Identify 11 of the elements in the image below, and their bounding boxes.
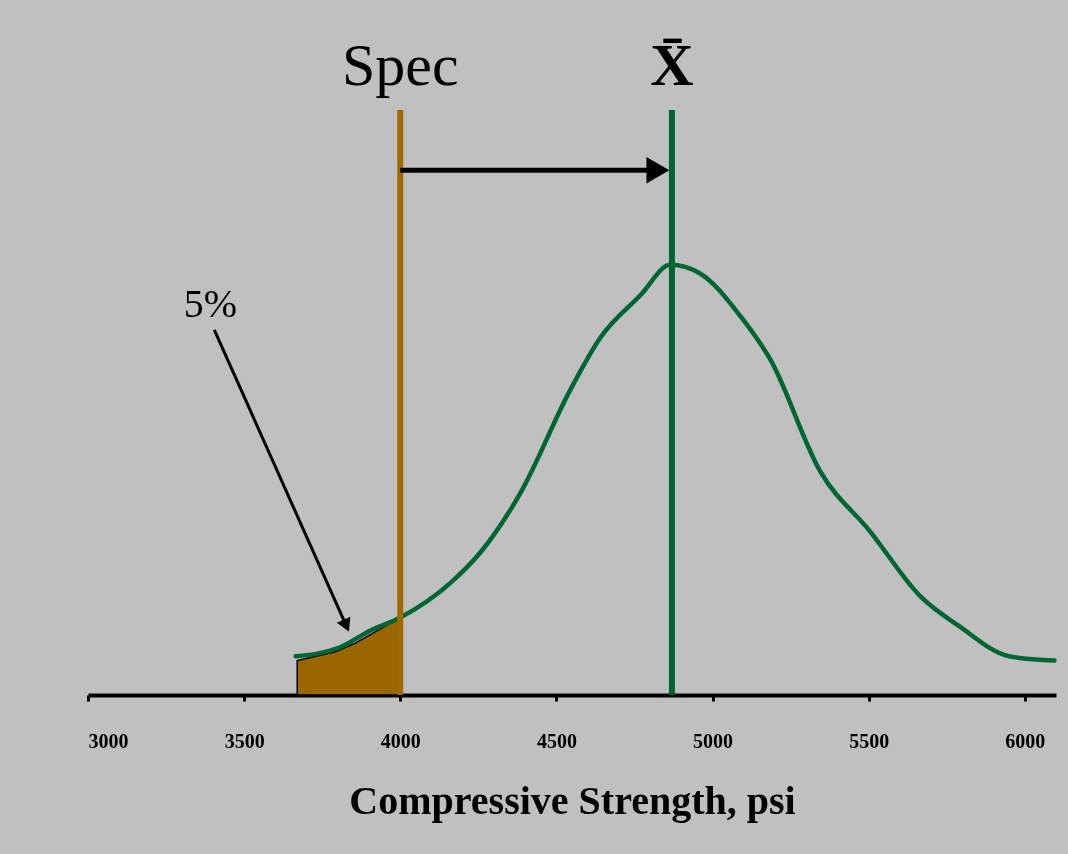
x-tick-label: 3000 (88, 729, 129, 752)
ref-line-label: Spec (341, 32, 459, 98)
x-tick-label: 5000 (693, 729, 734, 752)
x-tick-label: 4500 (536, 729, 577, 752)
x-tick-label: 3500 (224, 729, 265, 752)
x-tick-label: 6000 (1005, 729, 1046, 752)
x-tick-label: 5500 (849, 729, 890, 752)
annotation: 5% (183, 280, 237, 326)
x-axis-title: Compressive Strength, psi (349, 777, 796, 823)
x-tick-label: 4000 (380, 729, 421, 752)
ref-line-label: X̄ (650, 32, 694, 98)
